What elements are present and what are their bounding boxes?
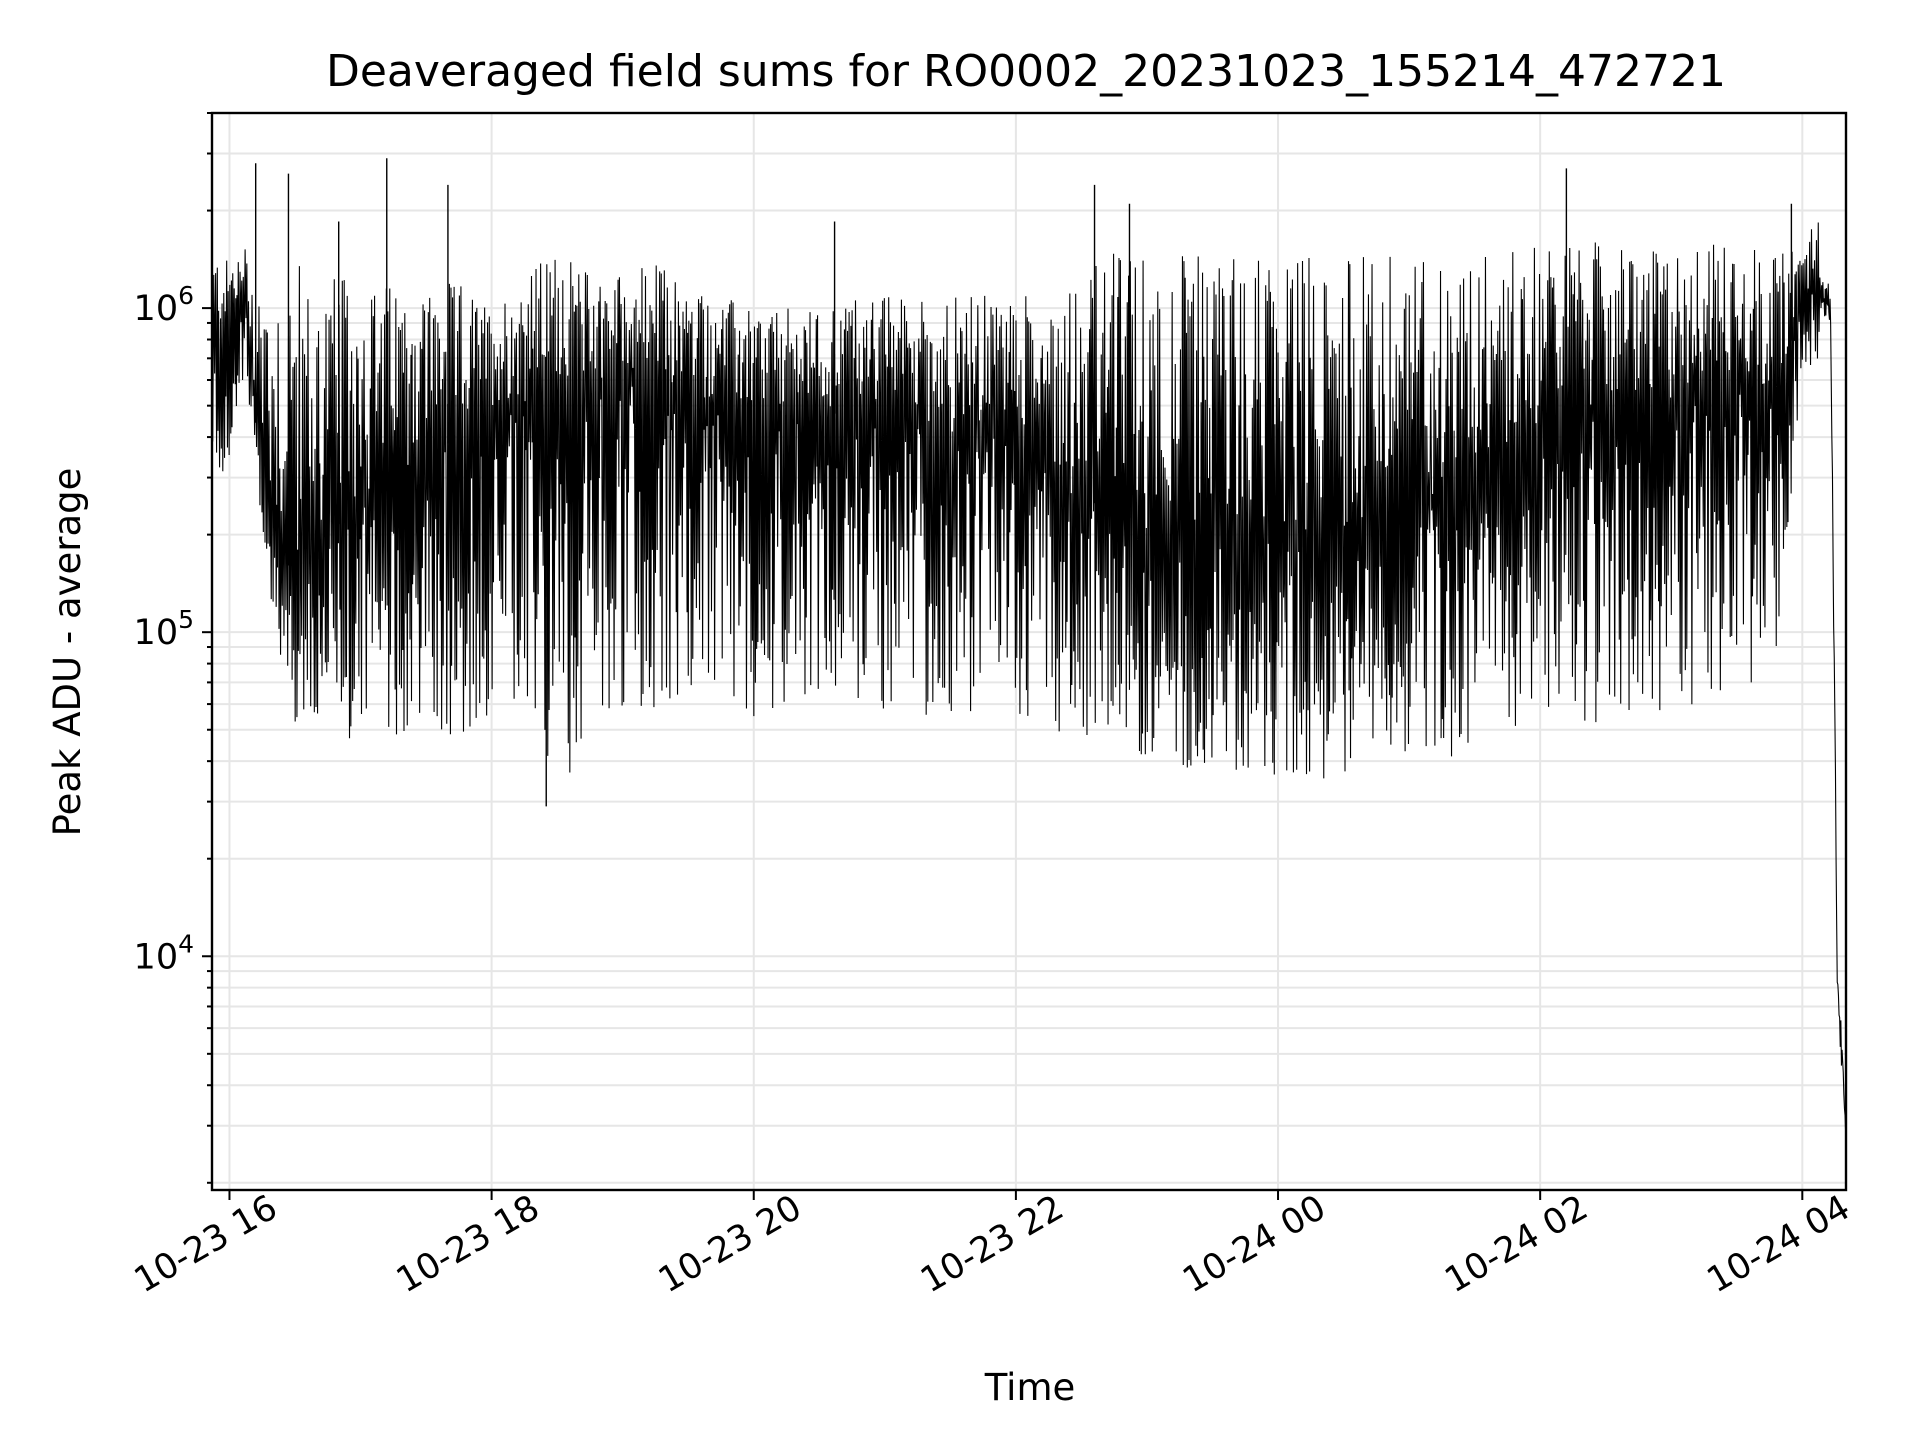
y-tick-base: 10 — [134, 613, 179, 653]
y-tick-exponent: 4 — [178, 929, 194, 958]
x-axis-label: Time — [984, 1366, 1076, 1409]
plot-area — [211, 158, 1847, 1133]
series-line — [211, 222, 1847, 1133]
plot-frame — [210, 111, 1848, 1192]
y-tick-label: 106 — [134, 281, 194, 329]
y-axis-label: Peak ADU - average — [46, 468, 89, 837]
y-tick-label: 104 — [134, 929, 194, 977]
y-tick-base: 10 — [134, 289, 179, 329]
y-tick-base: 10 — [134, 937, 179, 977]
y-tick-exponent: 5 — [178, 605, 194, 634]
y-tick-label: 105 — [134, 605, 194, 653]
chart-title: Deaveraged field sums for RO0002_2023102… — [326, 46, 1726, 97]
y-tick-exponent: 6 — [178, 281, 194, 310]
